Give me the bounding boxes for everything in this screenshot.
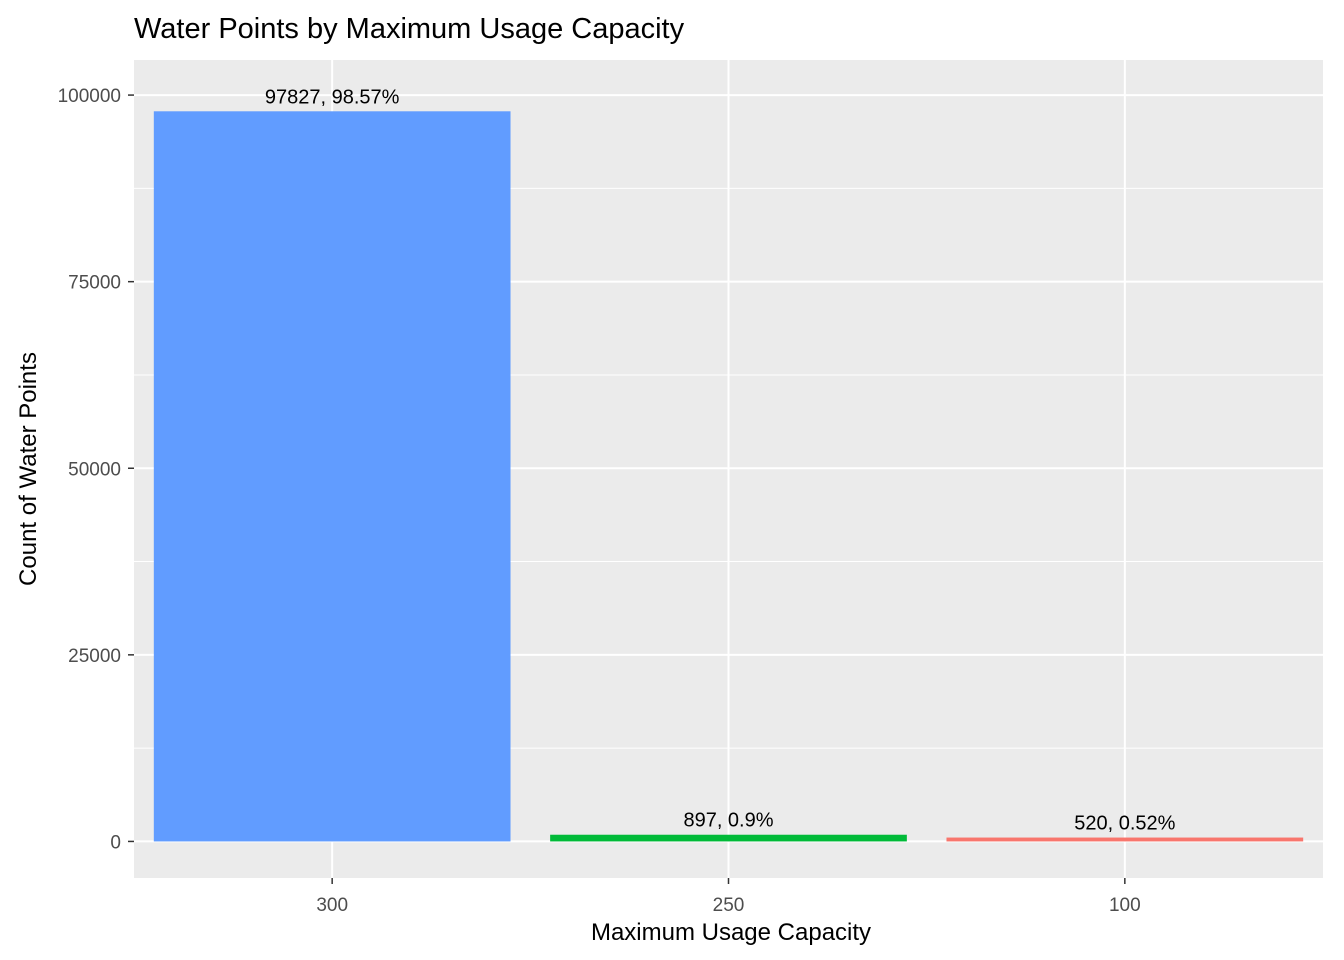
- x-tick-label: 250: [713, 895, 745, 916]
- y-tick-label: 75000: [68, 273, 121, 294]
- bar-data-label: 897, 0.9%: [683, 810, 773, 832]
- y-axis-title: Count of Water Points: [15, 352, 42, 586]
- y-tick-label: 100000: [58, 86, 121, 107]
- y-tick-label: 0: [110, 832, 121, 853]
- x-tick-label: 100: [1109, 895, 1141, 916]
- bar-data-label: 520, 0.52%: [1074, 813, 1175, 835]
- bar: [153, 111, 511, 842]
- x-axis: 300 250 100: [316, 878, 1141, 916]
- data-labels: 97827, 98.57% 897, 0.9% 520, 0.52%: [265, 86, 1176, 834]
- bar: [946, 837, 1304, 842]
- x-axis-title: Maximum Usage Capacity: [591, 919, 871, 946]
- bar: [550, 834, 907, 842]
- y-tick-label: 50000: [68, 459, 121, 480]
- chart-title: Water Points by Maximum Usage Capacity: [134, 13, 685, 45]
- bars: [153, 111, 1304, 842]
- y-axis: 0 25000 50000 75000 100000: [58, 86, 134, 853]
- y-tick-label: 25000: [68, 646, 121, 667]
- x-tick-label: 300: [316, 895, 348, 916]
- bar-data-label: 97827, 98.57%: [265, 86, 400, 108]
